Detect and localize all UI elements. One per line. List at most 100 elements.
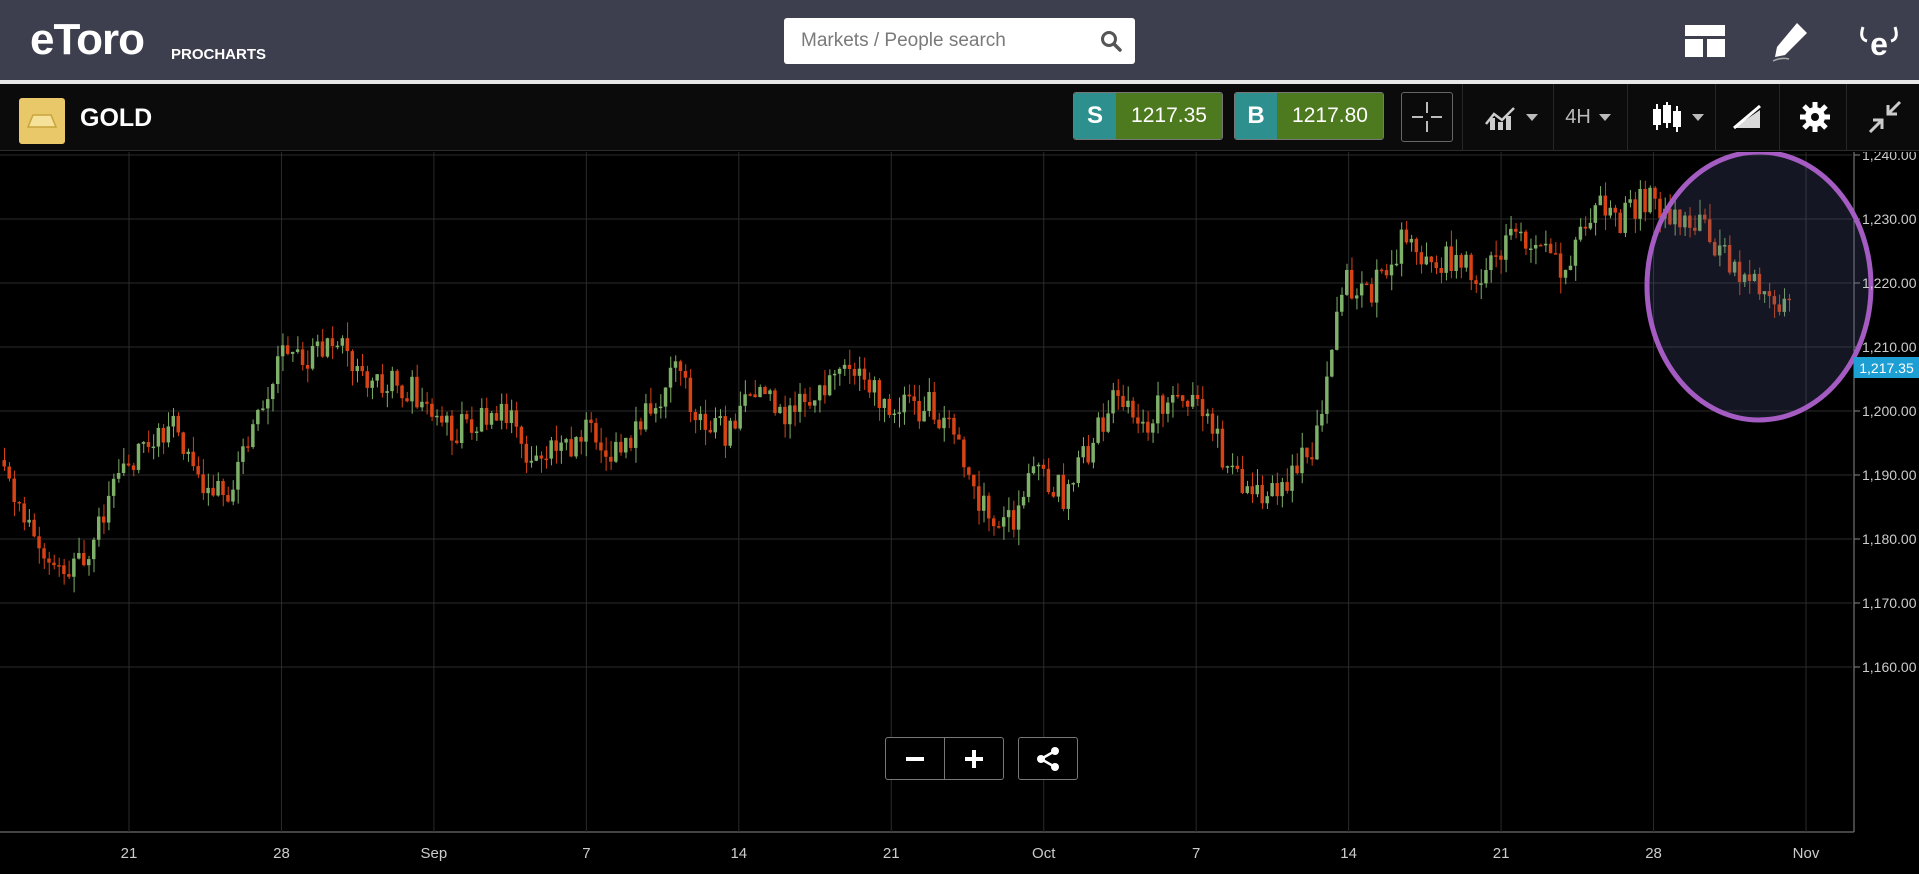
gear-icon[interactable] bbox=[1790, 92, 1840, 142]
candle-body bbox=[1668, 208, 1672, 225]
candle-body bbox=[1126, 400, 1130, 408]
candle-body bbox=[629, 437, 633, 448]
sell-button[interactable]: S 1217.35 bbox=[1073, 92, 1223, 140]
price-chart[interactable]: 21 28 Sep 7 14 21 Oct 7 14 21 28 Nov 1,240.00 1,230.… bbox=[0, 147, 1919, 869]
candle-body bbox=[1528, 248, 1533, 250]
x-tick-label: 28 bbox=[1645, 845, 1662, 862]
candle-body bbox=[1509, 228, 1513, 236]
candle-body bbox=[27, 519, 31, 523]
candle-body bbox=[355, 366, 359, 372]
candle-body bbox=[325, 338, 330, 357]
candle-body bbox=[897, 412, 901, 414]
candle-body bbox=[1633, 199, 1637, 219]
candle-body bbox=[1136, 417, 1140, 424]
pencil-icon[interactable] bbox=[1766, 16, 1816, 66]
candle-body bbox=[609, 456, 613, 462]
candle-body bbox=[957, 434, 961, 440]
candle-body bbox=[1399, 229, 1404, 264]
candle-body bbox=[1071, 482, 1075, 485]
candle-body bbox=[1106, 413, 1110, 432]
chart-type-dropdown[interactable] bbox=[1641, 92, 1713, 142]
candle-body bbox=[1166, 402, 1170, 414]
candle-body bbox=[619, 441, 623, 453]
candle-body bbox=[315, 341, 320, 346]
candle-body bbox=[1260, 485, 1264, 504]
highlight-annotation[interactable] bbox=[1644, 149, 1874, 423]
candle-body bbox=[226, 495, 230, 502]
share-button[interactable] bbox=[1018, 737, 1078, 780]
candle-body bbox=[17, 501, 21, 504]
candle-body bbox=[300, 349, 305, 365]
y-tick-label: 1,220.00 bbox=[1862, 275, 1917, 291]
crosshair-icon[interactable] bbox=[1401, 92, 1453, 142]
x-tick-label: 14 bbox=[1340, 845, 1357, 862]
candle-body bbox=[1598, 195, 1603, 206]
candle-body bbox=[1747, 274, 1752, 282]
zoom-in-button[interactable] bbox=[944, 738, 1003, 779]
candle-body bbox=[121, 463, 126, 474]
candle-body bbox=[509, 410, 514, 423]
candle-body bbox=[67, 574, 71, 577]
y-tick-label: 1,190.00 bbox=[1862, 467, 1917, 483]
candle-body bbox=[1315, 425, 1319, 460]
candle-body bbox=[996, 526, 1001, 528]
candle-body bbox=[569, 439, 573, 457]
candle-body bbox=[544, 458, 548, 461]
candle-body bbox=[584, 419, 588, 442]
asset-name: GOLD bbox=[80, 104, 153, 132]
candle-body bbox=[464, 414, 469, 420]
candle-body bbox=[385, 391, 389, 393]
candle-body bbox=[1543, 243, 1548, 246]
toolbar-divider bbox=[1779, 84, 1780, 151]
candle-body bbox=[1175, 394, 1180, 397]
candle-body bbox=[1643, 188, 1647, 213]
candle-body bbox=[1036, 464, 1041, 467]
candle-body bbox=[1553, 253, 1558, 255]
candlestick-chart[interactable]: 21 28 Sep 7 14 21 Oct 7 14 21 28 Nov 1,240.00 1,230.… bbox=[0, 147, 1919, 869]
candle-body bbox=[1533, 244, 1538, 249]
candle-body bbox=[952, 417, 956, 435]
search-icon[interactable] bbox=[1099, 29, 1123, 58]
candle-body bbox=[1310, 457, 1314, 460]
zoom-out-button[interactable] bbox=[886, 738, 944, 779]
indicators-dropdown[interactable] bbox=[1476, 92, 1546, 142]
candle-body bbox=[261, 408, 265, 410]
candle-body bbox=[141, 442, 146, 444]
candle-body bbox=[196, 466, 200, 475]
candle-body bbox=[1146, 421, 1150, 433]
candle-body bbox=[1369, 284, 1374, 303]
candle-body bbox=[1116, 390, 1120, 396]
candle-body bbox=[1200, 399, 1205, 417]
candle-body bbox=[1141, 421, 1145, 424]
candle-body bbox=[1086, 446, 1090, 463]
collapse-icon[interactable] bbox=[1862, 92, 1908, 142]
candle-body bbox=[231, 489, 235, 502]
candle-body bbox=[703, 413, 708, 430]
user-icon[interactable]: e bbox=[1854, 16, 1904, 66]
buy-button[interactable]: B 1217.80 bbox=[1234, 92, 1384, 140]
timeframe-dropdown[interactable]: 4H bbox=[1562, 92, 1614, 142]
y-tick-label: 1,170.00 bbox=[1862, 595, 1917, 611]
candle-body bbox=[1618, 212, 1622, 233]
layout-icon[interactable] bbox=[1680, 16, 1730, 66]
candle-body bbox=[1096, 417, 1100, 443]
candle-body bbox=[1603, 195, 1608, 216]
candle-body bbox=[778, 406, 782, 413]
etoro-logo[interactable]: eToro bbox=[30, 15, 145, 64]
candle-body bbox=[1305, 447, 1309, 458]
candle-body bbox=[171, 415, 176, 427]
candle-body bbox=[982, 495, 986, 511]
market-search-box[interactable] bbox=[784, 18, 1135, 64]
candle-body bbox=[280, 345, 285, 357]
candle-body bbox=[564, 439, 568, 443]
candle-body bbox=[614, 441, 618, 462]
candle-body bbox=[469, 419, 474, 433]
search-input[interactable] bbox=[784, 18, 1074, 64]
x-tick-label: Nov bbox=[1793, 845, 1820, 862]
candle-body bbox=[1250, 486, 1254, 495]
candle-body bbox=[1653, 187, 1657, 199]
drawing-icon[interactable] bbox=[1725, 92, 1769, 142]
candle-body bbox=[7, 466, 11, 479]
candle-body bbox=[1374, 269, 1379, 303]
candle-body bbox=[1767, 291, 1772, 297]
